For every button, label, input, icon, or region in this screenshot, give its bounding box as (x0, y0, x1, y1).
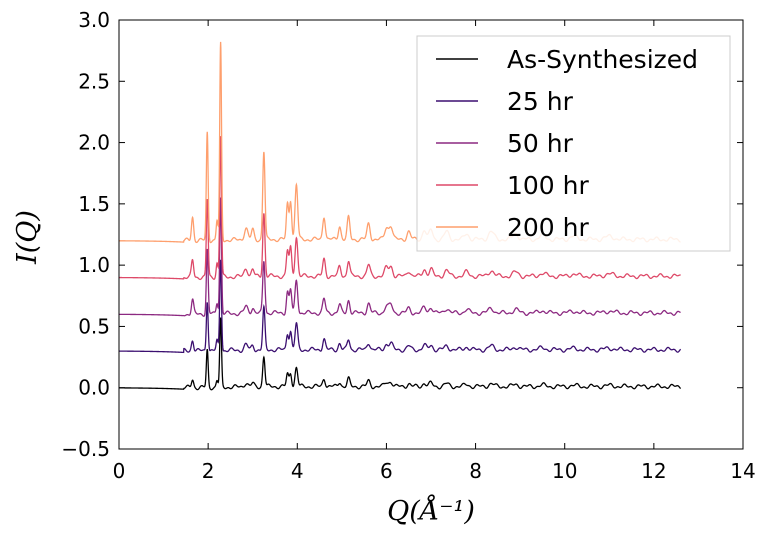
x-tick-label: 0 (113, 459, 126, 483)
plot-frame (118, 19, 744, 450)
x-tick-label: 12 (641, 459, 666, 483)
series-line (119, 197, 681, 317)
x-tick-label: 14 (730, 459, 755, 483)
y-tick-label: −0.5 (61, 437, 110, 461)
y-tick-label: 3.0 (78, 8, 110, 32)
y-tick-label: 2.0 (78, 131, 110, 155)
legend-label: 200 hr (507, 213, 590, 242)
legend-label: 50 hr (507, 129, 574, 158)
x-tick-label: 6 (380, 459, 393, 483)
legend-label: 100 hr (507, 171, 590, 200)
y-tick-label: 1.5 (78, 192, 110, 216)
x-tick-label: 8 (469, 459, 482, 483)
x-tick-label: 2 (202, 459, 215, 483)
y-tick-label: 2.5 (78, 69, 110, 93)
legend: As-Synthesized 25 hr 50 hr 100 hr 200 hr (416, 35, 731, 252)
legend-label: As-Synthesized (507, 45, 698, 74)
legend-label: 25 hr (507, 87, 574, 116)
y-tick-label: 0.0 (78, 376, 110, 400)
x-axis-title: Q(Å⁻¹) (387, 494, 475, 527)
series-line (119, 317, 682, 391)
series-line (119, 259, 682, 354)
y-tick-label: 0.5 (78, 314, 110, 338)
x-tick-label: 4 (291, 459, 304, 483)
ticks-layer: 0 2 4 6 8 10 12 14 −0.5 0.0 0.5 1.0 1.5 2.0 2.5 3.0 (61, 8, 755, 483)
x-tick-label: 10 (552, 459, 577, 483)
y-axis-title: I(Q) (12, 210, 43, 265)
y-tick-label: 1.0 (78, 253, 110, 277)
series-line (119, 136, 681, 281)
